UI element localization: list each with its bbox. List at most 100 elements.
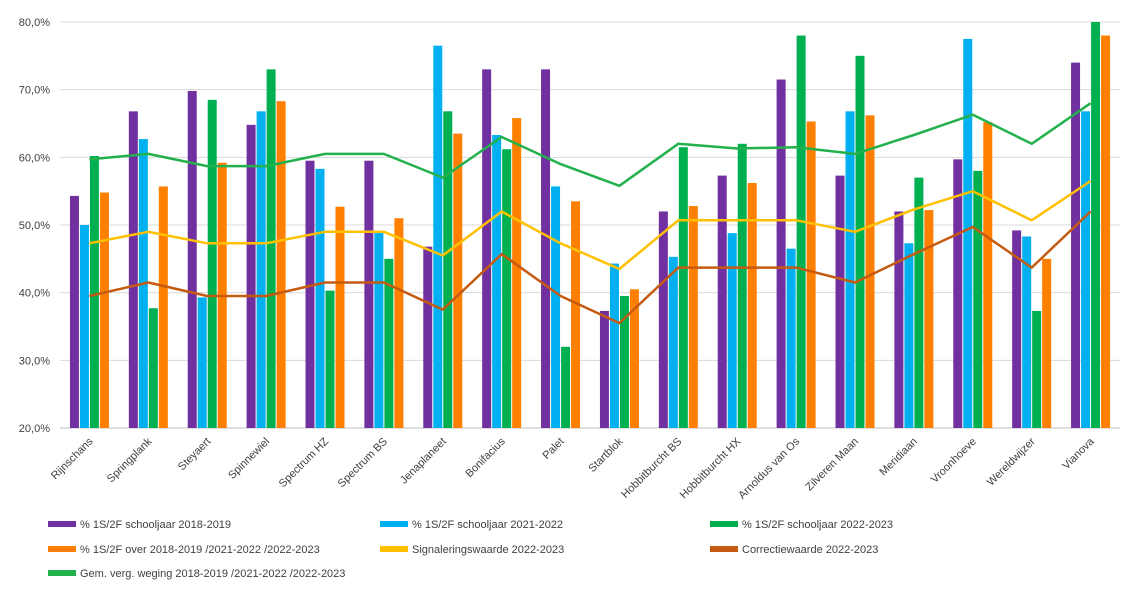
bar [1022,236,1032,428]
legend-label: Gem. verg. weging 2018-2019 /2021-2022 /… [80,568,345,580]
bar [99,192,109,428]
x-tick-label: Arnoldus van Os [736,435,802,501]
x-tick-label: Rijnschans [49,435,96,482]
bar [717,175,727,428]
bar [904,243,914,428]
bar [737,143,747,429]
legend-swatch [710,521,738,527]
bar [924,210,934,428]
bar [1012,230,1022,428]
bar [246,124,256,428]
bar [796,35,806,429]
bar [953,159,963,428]
bar [325,290,335,428]
bar [776,79,786,429]
bar [806,121,816,428]
bar [148,308,158,428]
bar [619,296,629,428]
x-tick-label: Hobbitburcht BS [619,436,684,501]
x-tick-label: Springplank [105,435,155,485]
bar [983,122,993,428]
bar [158,186,168,428]
bar [266,69,276,428]
legend-label: % 1S/2F schooljaar 2022-2023 [742,519,893,531]
bar [1032,310,1042,428]
series-line [89,179,1092,271]
bar [256,111,266,428]
x-tick-label: Spectrum HZ [277,435,331,489]
bar [207,99,217,429]
bar [658,211,668,428]
x-tick-label: Palet [540,436,566,462]
y-tick-label: 60,0% [19,152,50,164]
bar [629,289,639,428]
legend-swatch [710,546,738,552]
bar [1081,111,1091,428]
bar [79,225,89,428]
bar [855,55,865,428]
series-line [89,210,1092,325]
bar [443,111,453,428]
x-tick-label: Wereldwijzer [985,435,1038,488]
series-line [89,102,1092,188]
bar [128,111,138,428]
x-tick-label: Meridiaan [877,436,920,479]
bar [599,310,609,428]
legend-swatch [48,546,76,552]
bar [364,160,374,428]
bar [561,346,571,428]
bar [678,147,688,428]
x-tick-label: Zilveren Maan [803,436,861,494]
legend-label: % 1S/2F schooljaar 2018-2019 [80,519,231,531]
x-tick-label: Startblok [586,435,626,475]
bar [197,297,207,428]
x-tick-label: Jenaplaneet [398,436,449,487]
legend-swatch [380,521,408,527]
y-tick-label: 50,0% [19,220,50,232]
bar [1071,62,1081,428]
bar [963,38,973,429]
bar [492,135,502,428]
bar [433,45,443,428]
bar [894,211,904,428]
bar [668,256,678,428]
y-tick-label: 30,0% [19,355,50,367]
bar [609,263,619,428]
y-tick-label: 40,0% [19,288,50,300]
x-tick-label: Vianova [1060,435,1097,472]
bar [315,168,325,428]
legend-swatch [48,570,76,576]
bar [1101,35,1111,429]
bar [835,175,845,428]
bar [335,206,345,428]
bar [865,115,875,428]
bar [394,218,404,428]
bar [786,248,796,428]
x-tick-label: Spectrum BS [336,436,390,490]
y-tick-label: 80,0% [19,17,50,29]
y-tick-label: 70,0% [19,85,50,97]
bar [914,177,924,428]
bar [571,201,581,428]
bar [747,183,757,428]
bar [89,155,99,429]
legend-label: Correctiewaarde 2022-2023 [742,544,878,556]
legend-label: % 1S/2F schooljaar 2021-2022 [412,519,563,531]
bar [688,206,698,428]
bar [541,69,551,428]
legend-label: Signaleringswaarde 2022-2023 [412,544,564,556]
bar [276,101,286,429]
bar [502,149,512,429]
bar [551,186,561,428]
bar [845,111,855,428]
x-tick-label: Vroonhoeve [929,436,979,486]
x-tick-label: Hobbitburcht HX [678,435,744,501]
bar [384,258,394,428]
legend-swatch [380,546,408,552]
x-tick-label: Bonifacius [463,435,508,480]
bar [305,160,315,428]
bar [374,233,384,428]
bar [187,91,197,429]
